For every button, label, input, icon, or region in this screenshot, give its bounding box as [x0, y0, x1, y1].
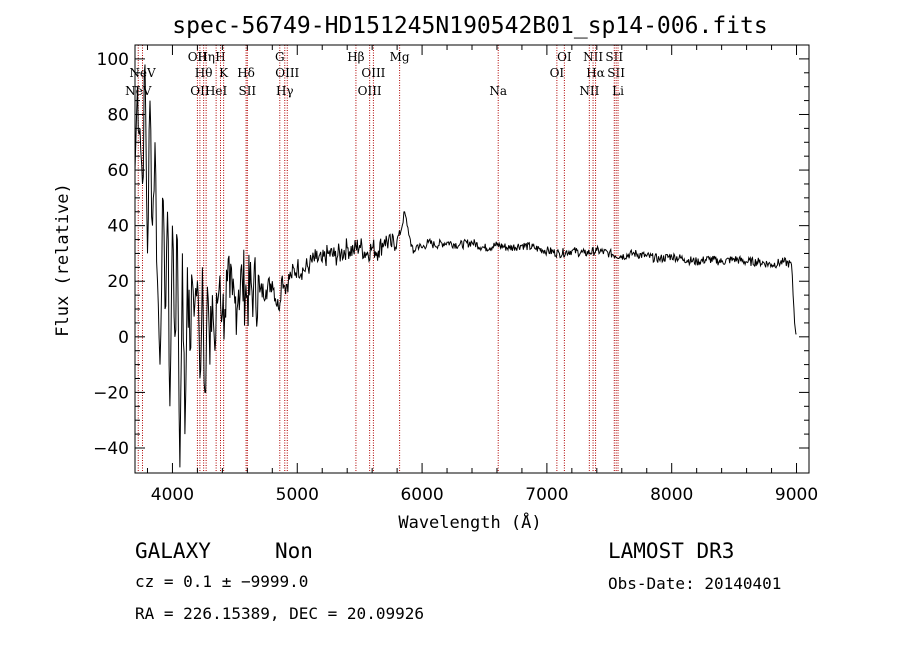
line-label-sii2: SII [607, 66, 625, 80]
line-label-oii: OII [188, 50, 208, 64]
line-label-oiii2: OIII [361, 66, 385, 80]
line-label-nii2: NII [579, 84, 599, 98]
y-tick-label: 80 [107, 105, 129, 125]
line-label-oii2: OII [190, 84, 210, 98]
y-tick-label: 0 [118, 328, 129, 348]
line-label-na: Na [489, 84, 507, 98]
line-label-oiii1: OIII [275, 66, 299, 80]
y-tick-label: 100 [97, 50, 129, 70]
line-label-oi1: OI [557, 50, 572, 64]
line-label-k: K [219, 66, 229, 80]
y-tick-label: −40 [93, 439, 129, 459]
line-label-halpha: Hα [586, 66, 605, 80]
x-axis-ticks: 4000 5000 6000 7000 8000 9000 [146, 45, 818, 505]
line-label-oi2: OI [550, 66, 565, 80]
x-tick-label: 6000 [400, 485, 443, 505]
x-tick-label: 4000 [151, 485, 194, 505]
line-label-oiii3: OIII [358, 84, 382, 98]
y-tick-label: −20 [93, 383, 129, 403]
line-label-nev2: NeV [129, 66, 156, 80]
survey-label: LAMOST DR3 [608, 539, 734, 563]
y-axis-ticks: −40 −20 0 20 40 60 80 100 [93, 50, 809, 459]
x-axis-label: Wavelength (Å) [398, 511, 541, 533]
line-label-sii: SII [238, 84, 256, 98]
spectrum-series-line [134, 64, 797, 468]
x-tick-label: 8000 [650, 485, 693, 505]
line-label-heta: Hη [197, 50, 215, 64]
class-label: GALAXY [135, 539, 211, 563]
line-label-hdelta: Hδ [237, 66, 255, 80]
x-tick-label: 7000 [525, 485, 568, 505]
coordinates-text: RA = 226.15389, DEC = 20.09926 [135, 604, 424, 623]
redshift-text: cz = 0.1 ± −9999.0 [135, 572, 308, 591]
plot-frame [134, 44, 810, 474]
x-tick-label: 9000 [775, 485, 818, 505]
line-label-hei: HeI [205, 84, 228, 98]
obs-date-text: Obs-Date: 20140401 [608, 574, 781, 593]
line-label-nii1: NII [583, 50, 603, 64]
line-label-li: Li [612, 84, 624, 98]
line-label-mg: Mg [390, 50, 410, 64]
y-axis-label: Flux (relative) [53, 183, 73, 337]
line-label-hbeta: Hβ [347, 50, 364, 64]
subclass-label: Non [275, 539, 313, 563]
y-tick-label: 40 [107, 217, 129, 237]
line-label-sii1: SII [605, 50, 623, 64]
line-label-htheta: Hθ [195, 66, 213, 80]
line-label-nev: NeV [125, 84, 152, 98]
line-label-hgamma: Hγ [276, 84, 294, 98]
x-tick-label: 5000 [276, 485, 319, 505]
y-tick-label: 20 [107, 272, 129, 292]
y-tick-label: 60 [107, 161, 129, 181]
line-label-h: H [215, 50, 225, 64]
line-label-g: G [275, 50, 285, 64]
chart-title: spec-56749-HD151245N190542B01_sp14-006.f… [172, 13, 767, 39]
